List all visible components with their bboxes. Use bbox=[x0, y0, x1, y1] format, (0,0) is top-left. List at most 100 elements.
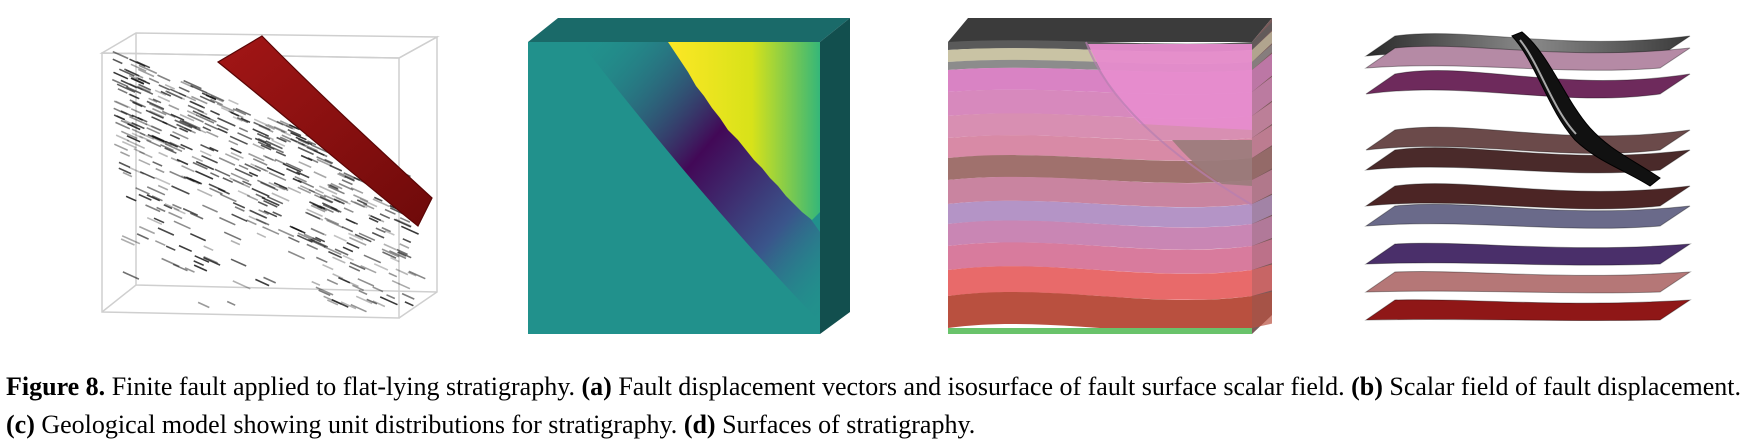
vector-arrow bbox=[169, 133, 181, 140]
vector-arrow bbox=[329, 164, 343, 172]
vector-arrow bbox=[353, 194, 369, 203]
vector-arrow bbox=[157, 95, 171, 103]
vector-arrow bbox=[371, 231, 385, 239]
vector-arrow bbox=[125, 195, 137, 202]
figure-caption: Figure 8. Finite fault applied to flat-l… bbox=[6, 368, 1754, 444]
vector-arrow bbox=[146, 194, 161, 202]
vector-arrow bbox=[210, 95, 224, 103]
vector-arrow bbox=[359, 198, 378, 208]
vector-arrow bbox=[164, 147, 177, 154]
vector-arrow bbox=[306, 208, 323, 218]
vector-arrow bbox=[234, 167, 253, 178]
vector-arrow bbox=[264, 155, 274, 161]
vector-arrow bbox=[131, 121, 145, 130]
vector-arrow bbox=[195, 170, 214, 180]
vector-arrow bbox=[148, 77, 160, 84]
vector-arrow bbox=[228, 139, 239, 146]
vector-arrow bbox=[145, 109, 164, 119]
vector-arrow bbox=[146, 216, 163, 226]
stratigraphic-surfaces bbox=[1364, 33, 1692, 322]
unit-band-side bbox=[1252, 102, 1272, 138]
vector-arrow bbox=[340, 301, 357, 310]
vector-arrow bbox=[253, 121, 271, 131]
vector-arrow bbox=[318, 289, 331, 297]
vector-arrow bbox=[250, 163, 267, 172]
vector-arrow bbox=[170, 157, 180, 163]
vector-arrow bbox=[368, 217, 379, 223]
vector-arrow bbox=[189, 177, 203, 185]
vector-arrow bbox=[112, 58, 123, 65]
vector-arrow bbox=[137, 85, 151, 93]
vector-arrow bbox=[356, 199, 368, 206]
vector-arrow bbox=[390, 256, 400, 263]
vector-arrow bbox=[168, 211, 183, 220]
vector-arrow bbox=[199, 150, 212, 157]
vector-arrow bbox=[372, 300, 386, 308]
vector-arrow bbox=[115, 100, 131, 109]
vector-arrow bbox=[268, 181, 286, 191]
vector-arrow bbox=[173, 220, 191, 230]
vector-arrow bbox=[224, 153, 240, 161]
vector-arrow bbox=[254, 164, 269, 173]
vector-arrow bbox=[127, 123, 141, 131]
vector-arrow bbox=[305, 211, 321, 220]
unit-band-side bbox=[1252, 264, 1272, 296]
vector-arrow bbox=[345, 218, 359, 225]
caption-text-d: Surfaces of stratigraphy. bbox=[715, 410, 976, 439]
vector-arrow bbox=[151, 136, 168, 146]
vector-arrow bbox=[232, 179, 251, 189]
vector-arrow bbox=[281, 134, 298, 143]
unit-band bbox=[948, 220, 1252, 250]
vector-arrow bbox=[343, 207, 354, 213]
fault-surface-isosurface bbox=[216, 35, 433, 227]
vector-arrow bbox=[179, 127, 189, 133]
vector-arrow bbox=[180, 80, 194, 88]
vector-arrow bbox=[402, 238, 412, 244]
vector-arrow bbox=[397, 251, 412, 259]
vector-arrow bbox=[194, 126, 207, 134]
vector-arrow bbox=[192, 161, 208, 170]
vector-arrow bbox=[255, 278, 270, 287]
vector-arrow bbox=[267, 116, 284, 126]
vector-arrow bbox=[187, 104, 205, 114]
vector-arrow bbox=[312, 203, 323, 210]
unit-band-side bbox=[1252, 239, 1272, 270]
vector-arrow bbox=[311, 144, 329, 154]
vector-arrow bbox=[271, 192, 290, 202]
vector-arrow bbox=[232, 116, 243, 122]
vector-arrow bbox=[248, 152, 265, 162]
vector-arrow bbox=[311, 280, 321, 286]
caption-text-a: Fault displacement vectors and isosurfac… bbox=[611, 372, 1352, 401]
vector-arrow bbox=[176, 158, 189, 166]
vector-arrow bbox=[130, 108, 142, 115]
vector-arrow bbox=[138, 150, 153, 159]
vector-arrow bbox=[363, 254, 382, 264]
vector-arrow bbox=[132, 101, 143, 108]
vector-arrow bbox=[111, 78, 129, 88]
vector-arrow bbox=[171, 185, 190, 195]
vector-arrow bbox=[332, 273, 344, 280]
vector-arrow bbox=[226, 300, 236, 306]
vector-arrow bbox=[262, 226, 280, 235]
vector-arrow bbox=[238, 127, 249, 133]
vector-arrow bbox=[312, 237, 322, 243]
vector-arrow bbox=[381, 226, 392, 233]
vector-arrow bbox=[149, 102, 164, 111]
vector-arrow bbox=[154, 176, 171, 186]
vector-arrow bbox=[169, 141, 186, 150]
vector-arrow bbox=[193, 264, 208, 272]
vector-arrow bbox=[121, 235, 141, 245]
vector-arrow bbox=[219, 193, 237, 203]
vector-arrow bbox=[348, 265, 361, 272]
unit-band-side bbox=[1252, 22, 1272, 50]
vector-arrow bbox=[124, 119, 138, 128]
vector-arrow bbox=[152, 98, 162, 104]
vector-arrow bbox=[337, 172, 347, 179]
vector-arrow bbox=[222, 177, 234, 184]
vector-arrow bbox=[354, 201, 368, 209]
vector-arrow bbox=[146, 127, 161, 135]
vector-arrow bbox=[112, 50, 129, 60]
vector-arrow bbox=[216, 123, 229, 131]
unit-band-side bbox=[1252, 53, 1272, 92]
vector-arrow bbox=[267, 123, 286, 134]
